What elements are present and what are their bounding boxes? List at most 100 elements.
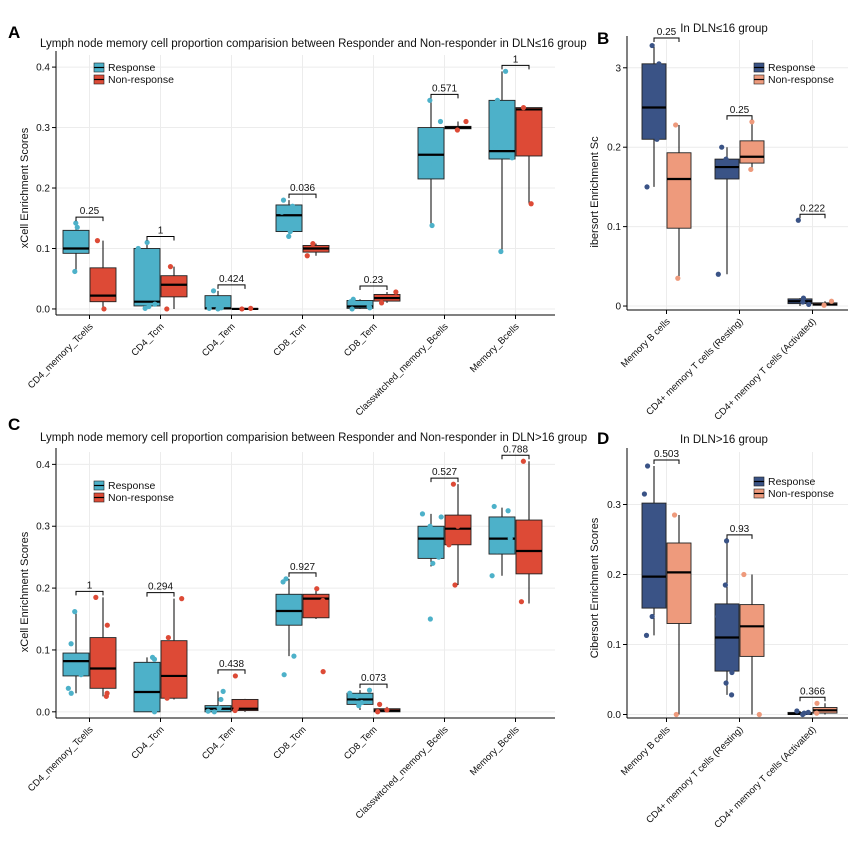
panel-c-point [291,653,297,659]
panel-a-point [74,224,80,230]
panel-c-point [505,508,511,514]
panel-c-point [151,709,158,715]
panel-a-xtick-label: CD8_Tem [342,321,380,359]
panel-c-point [427,523,433,529]
panel-b-ytick-label: 0 [615,302,621,313]
panel-b-box [641,63,667,140]
panel-d-legend-label: Non-response [768,488,834,500]
panel-d-point [653,536,659,543]
panel-c-point [205,708,211,714]
panel-c-xtick-label: CD4_Tcm [129,724,166,761]
panel-c-title: Lymph node memory cell proportion compar… [40,432,587,444]
panel-c-ylabel: xCell Enrichment Scores [19,531,31,652]
panel-a-point [378,300,385,306]
panel-d-point [814,710,820,716]
panel-a-point [502,68,509,74]
panel-d-point [643,632,650,639]
panel-a-point [142,305,148,311]
panel-d-box-response [641,463,667,639]
panel-a-box [346,300,374,309]
panel-d-ytick-label: 0.2 [607,570,621,581]
panel-a-legend-label: Response [108,62,155,74]
panel-b-point [806,301,812,308]
panel-c-point [154,684,160,690]
panel-a-point [65,236,71,243]
panel-a-point [528,201,534,207]
panel-c-point [220,688,226,695]
panel-c-box-non-response [302,586,330,675]
panel-c-box-response [62,609,90,696]
panel-d-pvalue-bracket [653,459,680,464]
panel-a-box-non-response [515,105,543,207]
panel-a-point [239,306,245,312]
panel-b-point [748,166,754,173]
panel-d-point [756,711,762,718]
panel-c-xtick-label: CD4_Tem [200,724,238,762]
panel-c-box-non-response [515,458,543,605]
panel-a-point [310,241,316,247]
panel-c-pvalue-label: 0.527 [432,467,457,478]
panel-c-legend-label: Response [108,480,155,492]
panel-d-point [800,711,806,718]
panel-c-point [436,554,442,560]
panel-b-ylabel: ibersort Enrichment Sc [589,136,601,248]
panel-d-point [671,512,678,518]
panel-a-ytick-label: 0.2 [36,184,50,195]
panel-c-point [489,573,495,579]
panel-b-point [675,275,681,281]
panel-a-box [62,229,90,254]
panel-a-point [494,97,501,103]
panel-c-pvalue-bracket [359,683,388,689]
panel-d-pvalue-label: 0.93 [730,524,750,535]
panel-c-point [211,709,217,715]
panel-d-title: In DLN>16 group [680,434,768,446]
panel-letter-c: C [8,415,20,434]
panel-c-point [216,705,222,711]
panel-d-point [741,571,747,578]
panel-c-point [532,560,538,566]
panel-c-point [68,690,74,696]
panel-a-xtick-label: CD4_Tem [200,321,238,359]
panel-b-point [719,144,725,150]
panel-c-point [104,622,110,628]
panel-c-point [103,693,109,699]
panel-c-box [444,514,472,546]
panel-a-point [463,118,469,125]
panel-c-point [347,690,353,696]
panel-a-point [289,203,296,209]
panel-a-point [210,288,217,294]
panel-c-box-response [133,654,161,715]
panel-b-box-non-response [666,122,692,281]
panel-a-point [164,306,170,312]
panel-a-point [72,268,78,275]
panel-a-pvalue-bracket [359,285,388,291]
panel-c-box-non-response [231,673,259,714]
panel-c-pvalue-bracket [430,477,459,483]
panel-b-box-response [787,217,813,308]
panel-a-point [498,248,504,255]
panel-c-box [160,640,188,699]
panel-c-pvalue-bracket [288,572,317,577]
panel-a-box-non-response [444,118,472,133]
panel-a-xtick-label: Memory_Bcells [468,321,522,375]
panel-c-point [320,597,326,604]
panel-c-point [384,707,390,713]
panel-c-pvalue-label: 0.438 [219,659,244,670]
panel-a-point [144,239,150,246]
panel-d-point [723,680,729,686]
panel-d-pvalue-bracket [726,534,753,539]
panel-c-point [522,523,528,529]
panel-d-point [673,711,679,718]
panel-a-point [287,228,293,235]
panel-a-pvalue-bracket [501,64,530,70]
panel-d-box [641,502,667,609]
panel-a-xtick-label: CD8_Tcm [271,321,308,358]
panel-c-pvalue-bracket [501,454,530,460]
panel-b-point [715,271,721,277]
panel-a-xtick-label: CD4_memory_Tcells [26,321,96,391]
panel-a-point [509,155,515,161]
panel-c-pvalue-bracket [146,592,175,597]
panel-d-box-non-response [739,571,765,718]
panel-b-pvalue-bracket [653,37,680,42]
panel-c-box-response [204,688,232,715]
